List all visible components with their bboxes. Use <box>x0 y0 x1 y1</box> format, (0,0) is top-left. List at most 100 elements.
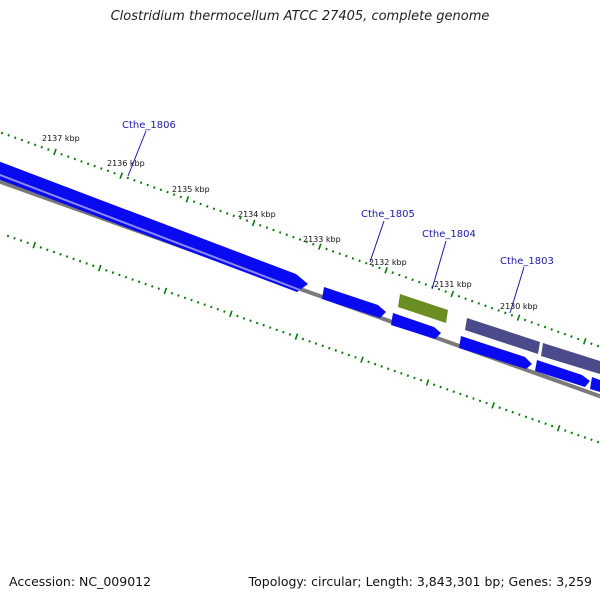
minor-tick <box>219 209 222 213</box>
minor-tick <box>65 255 69 258</box>
minor-tick <box>590 342 593 345</box>
feature-next-gene[interactable] <box>541 343 600 374</box>
minor-tick <box>33 143 37 147</box>
inner-tick-dots <box>6 234 600 444</box>
gene-labels: Cthe_1806 Cthe_1805 Cthe_1804 Cthe_1803 <box>122 120 554 314</box>
minor-tick <box>437 287 441 291</box>
minor-tick <box>146 183 149 187</box>
minor-tick <box>199 202 202 206</box>
gene-label-cthe-1805[interactable]: Cthe_1805 <box>361 209 415 220</box>
accession-text: Accession: NC_009012 <box>9 574 152 589</box>
minor-tick <box>406 374 410 378</box>
minor-tick <box>265 226 269 230</box>
minor-tick <box>6 234 10 238</box>
feature-lower-4[interactable] <box>590 377 600 392</box>
minor-tick <box>151 285 154 288</box>
minor-tick <box>157 287 160 290</box>
tick-label: 2130 kbp <box>500 302 538 311</box>
tick-label: 2136 kbp <box>107 159 145 168</box>
minor-tick <box>570 335 573 338</box>
leader-line <box>127 130 147 177</box>
minor-tick <box>269 326 272 329</box>
major-tick <box>97 264 102 272</box>
major-tick <box>32 241 37 249</box>
minor-tick <box>166 190 169 194</box>
minor-tick <box>459 392 462 396</box>
forward-strand-features <box>0 158 600 392</box>
minor-tick <box>465 394 469 398</box>
minor-tick <box>523 318 527 322</box>
minor-tick <box>400 372 403 375</box>
minor-tick <box>308 340 311 343</box>
minor-tick <box>543 325 547 329</box>
gene-label-cthe-1806[interactable]: Cthe_1806 <box>122 120 176 131</box>
minor-tick <box>413 376 416 380</box>
minor-tick <box>52 250 56 254</box>
feature-lower-3[interactable] <box>535 360 590 387</box>
minor-tick <box>232 214 235 218</box>
leader-line <box>369 220 385 263</box>
minor-tick <box>544 422 547 425</box>
minor-tick <box>314 342 318 345</box>
minor-tick <box>27 141 30 144</box>
minor-tick <box>477 302 481 305</box>
major-tick <box>163 287 168 295</box>
tick-label: 2135 kbp <box>172 185 210 194</box>
minor-tick <box>67 155 70 158</box>
minor-tick <box>387 367 390 371</box>
minor-tick <box>358 259 361 263</box>
major-tick <box>491 402 495 409</box>
minor-tick <box>590 438 593 441</box>
minor-tick <box>20 138 24 142</box>
minor-tick <box>373 362 377 366</box>
minor-tick <box>301 337 305 341</box>
minor-tick <box>511 410 514 414</box>
minor-tick <box>124 275 128 279</box>
gene-label-cthe-1804[interactable]: Cthe_1804 <box>422 229 476 240</box>
minor-tick <box>312 242 315 246</box>
major-tick <box>251 219 256 227</box>
feature-cthe-1803[interactable] <box>465 318 540 354</box>
minor-tick <box>583 436 587 439</box>
minor-tick <box>239 216 242 220</box>
minor-tick <box>417 280 421 284</box>
minor-tick <box>100 167 103 170</box>
minor-tick <box>351 257 355 260</box>
minor-tick <box>192 200 196 203</box>
minor-tick <box>398 273 401 277</box>
minor-tick <box>137 280 141 284</box>
feature-cthe-1805[interactable] <box>322 287 386 318</box>
minor-tick <box>206 204 209 208</box>
minor-tick <box>439 385 442 389</box>
minor-tick <box>371 264 375 267</box>
minor-tick <box>505 408 508 412</box>
minor-tick <box>321 344 324 348</box>
minor-tick <box>46 248 49 252</box>
minor-tick <box>106 169 110 173</box>
minor-tick <box>288 333 292 336</box>
minor-tick <box>338 252 341 255</box>
major-tick <box>556 424 561 432</box>
minor-tick <box>255 321 259 325</box>
minor-tick <box>60 152 63 156</box>
feature-lower-2[interactable] <box>459 336 532 369</box>
minor-tick <box>80 160 83 163</box>
genome-stats-text: Topology: circular; Length: 3,843,301 bp… <box>248 574 592 589</box>
feature-lower-1[interactable] <box>391 313 441 339</box>
feature-cthe-1806[interactable] <box>0 158 308 292</box>
gene-label-cthe-1803[interactable]: Cthe_1803 <box>500 256 554 267</box>
minor-tick <box>278 231 282 234</box>
tick-label: 2131 kbp <box>434 280 472 289</box>
minor-tick <box>0 131 4 135</box>
feature-cthe-1806-shadow <box>0 173 301 291</box>
minor-tick <box>85 262 88 265</box>
minor-tick <box>391 271 394 275</box>
minor-tick <box>347 353 351 357</box>
minor-tick <box>285 233 288 237</box>
feature-cthe-1804[interactable] <box>398 294 448 323</box>
minor-tick <box>26 241 29 245</box>
minor-tick <box>78 259 82 263</box>
minor-tick <box>432 383 436 387</box>
minor-tick <box>225 212 229 215</box>
